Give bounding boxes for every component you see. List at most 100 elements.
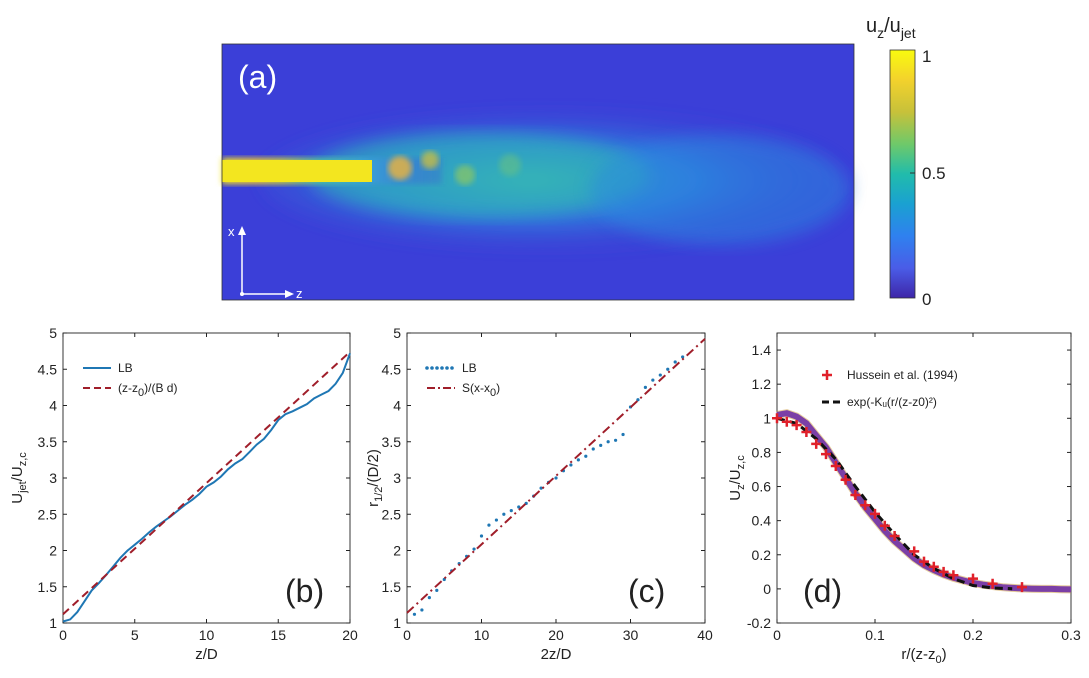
y-tick-label: 4 [49,398,57,414]
series-line [776,416,1013,591]
data-point-marker [781,416,792,427]
data-point-marker [968,573,978,584]
heatmap-eddy [421,151,439,169]
data-point-marker [821,449,831,460]
y-axis-label: r1/2/(D/2) [365,449,385,507]
data-point-marker [1017,582,1027,593]
y-tick-label: 2.5 [38,506,58,522]
data-point-marker [909,546,920,557]
x-tick-label: 5 [131,627,139,643]
y-tick-label: 3 [393,470,401,486]
legend-marker [430,366,434,370]
x-tick-label: 10 [474,627,490,643]
plot-frame [62,332,351,624]
y-tick-label: 1.2 [752,376,772,392]
heatmap-jet-potential-core [222,160,372,182]
data-point-marker [860,500,871,511]
panel-label: (b) [285,573,324,609]
x-tick-label: 0.2 [963,627,983,643]
legend-marker [445,366,449,370]
x-axis-label: r/(z-z0) [901,646,946,666]
x-axis-arrowhead [238,226,246,235]
heatmap-eddy [388,156,412,180]
panel-a-label: (a) [238,59,277,95]
x-tick-label: 0.1 [865,627,885,643]
data-point-marker [928,561,939,572]
colorbar-tick-label: 0.5 [922,164,946,183]
legend-marker [450,366,454,370]
data-point [487,523,491,527]
legend-label: S(x-x0) [462,381,500,399]
y-axis-label: Ujet/Uz,c [9,452,29,504]
data-point [666,367,670,371]
data-point [427,596,431,600]
x-tick-label: 0 [403,627,411,643]
x-tick-label: 0.3 [1061,627,1081,643]
legend-label: (z-z0)/(B d) [118,381,177,399]
x-axis-label: x [228,224,235,239]
data-point [658,373,662,377]
y-tick-label: 0.2 [752,547,772,563]
colorbar-tick-label: 0 [922,290,931,309]
panel-a-heatmap: (a) x z 1 0.5 0 uz/ujet [221,15,946,309]
heatmap-plume-core [310,133,650,217]
x-tick-label: 20 [342,627,358,643]
y-tick-label: 0 [763,581,771,597]
data-point-marker [919,556,929,567]
data-point-marker [801,426,812,437]
panel-label: (d) [803,573,842,609]
data-point [584,454,588,458]
y-axis-label: Uz/Uz,c [727,455,747,501]
data-point [681,355,685,359]
data-point-marker [987,578,998,589]
y-tick-label: 2 [393,543,401,559]
panel-c-chart: 0 10 20 30 40 1 1.5 2 2.5 3 3.5 4 4.5 5 2z/D r1/2/(D/2)… [365,325,713,663]
y-tick-label: 1.5 [38,579,58,595]
heatmap-frame [221,43,855,301]
data-point [509,509,513,513]
data-point-marker [811,438,822,449]
data-point [651,378,655,382]
data-point [435,588,439,592]
legend-marker [822,370,832,380]
data-point [591,447,595,451]
legend-marker [425,366,429,370]
legend-label: Hussein et al. (1994) [847,368,958,382]
data-point [643,385,648,389]
y-tick-label: 0.6 [752,479,772,495]
data-point [673,360,677,364]
y-tick-label: 5 [393,325,401,341]
panel-b-chart: 0 5 10 15 20 1 1.5 2 2.5 3 3.5 4 4.5 5 z/D Ujet/Uz,c LB (… [9,325,358,663]
y-tick-label: 3 [49,470,57,486]
data-point-marker [791,420,802,431]
series-line [406,338,706,614]
panel-d-chart: 0 0.1 0.2 0.3-0.200.20.40.60.811.21.4r/(z-z… [727,332,1081,666]
y-tick-label: 3.5 [38,434,58,450]
data-point [412,612,417,616]
data-point [479,534,484,538]
data-point [494,518,498,522]
data-point [621,432,625,437]
x-tick-label: 40 [697,627,713,643]
data-point-marker [830,461,841,472]
y-tick-label: 4.5 [38,361,58,377]
data-point-marker [850,490,861,501]
axes-origin [240,292,244,296]
data-point-marker [938,566,949,577]
data-point [554,476,558,480]
x-tick-label: 0 [773,627,781,643]
data-point [576,458,580,462]
z-axis-label: z [296,286,303,301]
data-point [614,438,618,442]
x-axis-label: z/D [195,646,218,663]
heatmap-eddy [455,165,475,185]
y-tick-label: 5 [49,325,57,341]
data-point [502,512,506,516]
y-tick-label: 1.5 [382,579,402,595]
colorbar [889,49,916,299]
y-tick-label: 0.8 [752,444,772,460]
y-tick-label: -0.2 [747,615,771,631]
y-tick-label: 4.5 [382,361,402,377]
colorbar-tick-label: 1 [922,47,931,66]
